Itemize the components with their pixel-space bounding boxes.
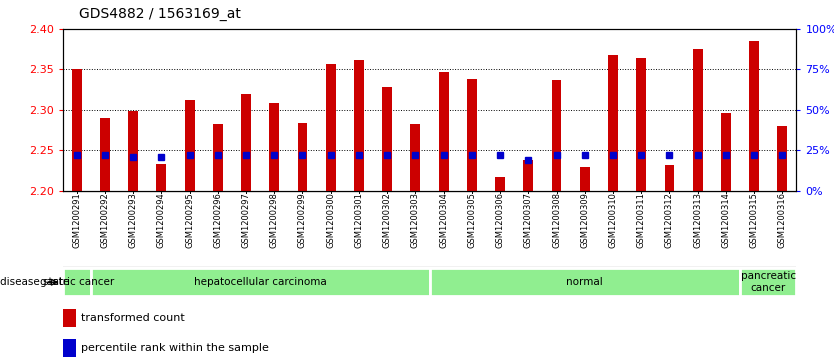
Text: GSM1200294: GSM1200294 (157, 192, 166, 248)
Text: transformed count: transformed count (81, 313, 184, 323)
Bar (326, 64, 335, 191)
Bar (777, 126, 787, 191)
Bar (298, 123, 308, 191)
Text: GSM1200306: GSM1200306 (495, 192, 505, 248)
Bar (740, 268, 796, 296)
Bar (524, 160, 533, 191)
Bar (63, 268, 91, 296)
Text: pancreatic
cancer: pancreatic cancer (741, 272, 796, 293)
Text: gastric cancer: gastric cancer (39, 277, 113, 287)
Text: GSM1200299: GSM1200299 (298, 192, 307, 248)
Text: GSM1200315: GSM1200315 (750, 192, 759, 248)
Text: GSM1200305: GSM1200305 (467, 192, 476, 248)
Text: GSM1200316: GSM1200316 (778, 192, 786, 248)
Text: GSM1200311: GSM1200311 (636, 192, 646, 248)
Text: GSM1200295: GSM1200295 (185, 192, 194, 248)
Bar (636, 58, 646, 191)
Bar (354, 60, 364, 191)
Bar (213, 123, 223, 191)
Text: disease state: disease state (0, 277, 69, 287)
Bar (410, 123, 420, 191)
Text: GSM1200297: GSM1200297 (242, 192, 250, 248)
Text: GSM1200291: GSM1200291 (73, 192, 81, 248)
Text: GSM1200308: GSM1200308 (552, 192, 561, 248)
Text: GSM1200314: GSM1200314 (721, 192, 731, 248)
Text: GSM1200302: GSM1200302 (383, 192, 392, 248)
Bar (665, 165, 675, 191)
Bar (693, 49, 702, 191)
Bar (721, 113, 731, 191)
Text: GSM1200312: GSM1200312 (665, 192, 674, 248)
Bar (184, 100, 194, 191)
Bar (63, 339, 76, 357)
Text: GSM1200309: GSM1200309 (580, 192, 590, 248)
Bar (157, 164, 166, 191)
Text: GSM1200300: GSM1200300 (326, 192, 335, 248)
Bar (551, 80, 561, 191)
Bar (72, 69, 82, 191)
Text: GSM1200296: GSM1200296 (214, 192, 223, 248)
Bar (749, 41, 759, 191)
Text: GSM1200310: GSM1200310 (609, 192, 617, 248)
Text: normal: normal (566, 277, 603, 287)
Bar (63, 309, 76, 327)
Text: GSM1200298: GSM1200298 (269, 192, 279, 248)
Bar (100, 118, 110, 191)
Bar (269, 103, 279, 191)
Bar (467, 79, 477, 191)
Text: GSM1200303: GSM1200303 (411, 192, 420, 248)
Bar (495, 177, 505, 191)
Text: GSM1200292: GSM1200292 (100, 192, 109, 248)
Bar (382, 87, 392, 191)
Text: GSM1200301: GSM1200301 (354, 192, 364, 248)
Bar (439, 72, 449, 191)
Text: hepatocellular carcinoma: hepatocellular carcinoma (193, 277, 327, 287)
Text: percentile rank within the sample: percentile rank within the sample (81, 343, 269, 353)
Bar (241, 94, 251, 191)
Bar (580, 167, 590, 191)
Text: GSM1200307: GSM1200307 (524, 192, 533, 248)
Text: GDS4882 / 1563169_at: GDS4882 / 1563169_at (79, 7, 241, 21)
Bar (430, 268, 740, 296)
Bar (91, 268, 430, 296)
Text: GSM1200293: GSM1200293 (128, 192, 138, 248)
Bar (608, 55, 618, 191)
Text: GSM1200304: GSM1200304 (440, 192, 448, 248)
Text: GSM1200313: GSM1200313 (693, 192, 702, 248)
Bar (128, 111, 138, 191)
